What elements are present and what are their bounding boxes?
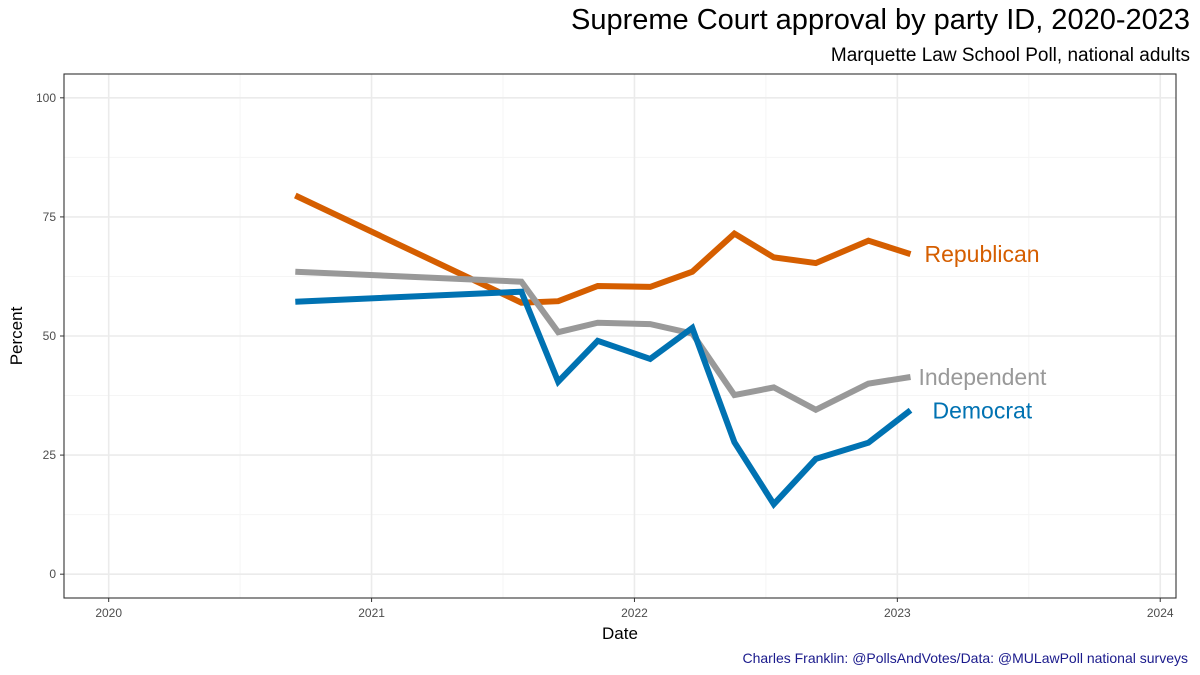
y-tick-label: 100 [36, 91, 56, 105]
series-label-republican: Republican [924, 241, 1039, 267]
x-tick-label: 2023 [884, 606, 911, 620]
y-axis-title: Percent [7, 306, 26, 365]
source-caption: Charles Franklin: @PollsAndVotes/Data: @… [742, 650, 1188, 666]
chart-title: Supreme Court approval by party ID, 2020… [570, 4, 1190, 36]
series-lines [294, 192, 913, 510]
y-tick-label: 25 [43, 448, 57, 462]
x-tick-label: 2020 [95, 606, 122, 620]
major-gridlines [64, 74, 1176, 598]
x-tick-label: 2022 [621, 606, 648, 620]
y-tick-label: 50 [43, 329, 57, 343]
y-tick-label: 75 [43, 210, 57, 224]
series-labels: Republican Independent Democrat [918, 241, 1047, 423]
x-axis-title: Date [602, 624, 638, 643]
series-line-democrat [295, 288, 913, 510]
x-tick-label: 2024 [1147, 606, 1174, 620]
series-line-republican [294, 192, 912, 306]
series-label-independent: Independent [918, 364, 1047, 390]
series-label-democrat: Democrat [932, 397, 1032, 423]
x-tick-label: 2021 [358, 606, 385, 620]
chart-subtitle: Marquette Law School Poll, national adul… [830, 45, 1190, 66]
axis-ticks: 2020 2021 2022 2023 2024 0 25 50 75 100 [36, 91, 1174, 620]
y-tick-label: 0 [49, 567, 56, 581]
